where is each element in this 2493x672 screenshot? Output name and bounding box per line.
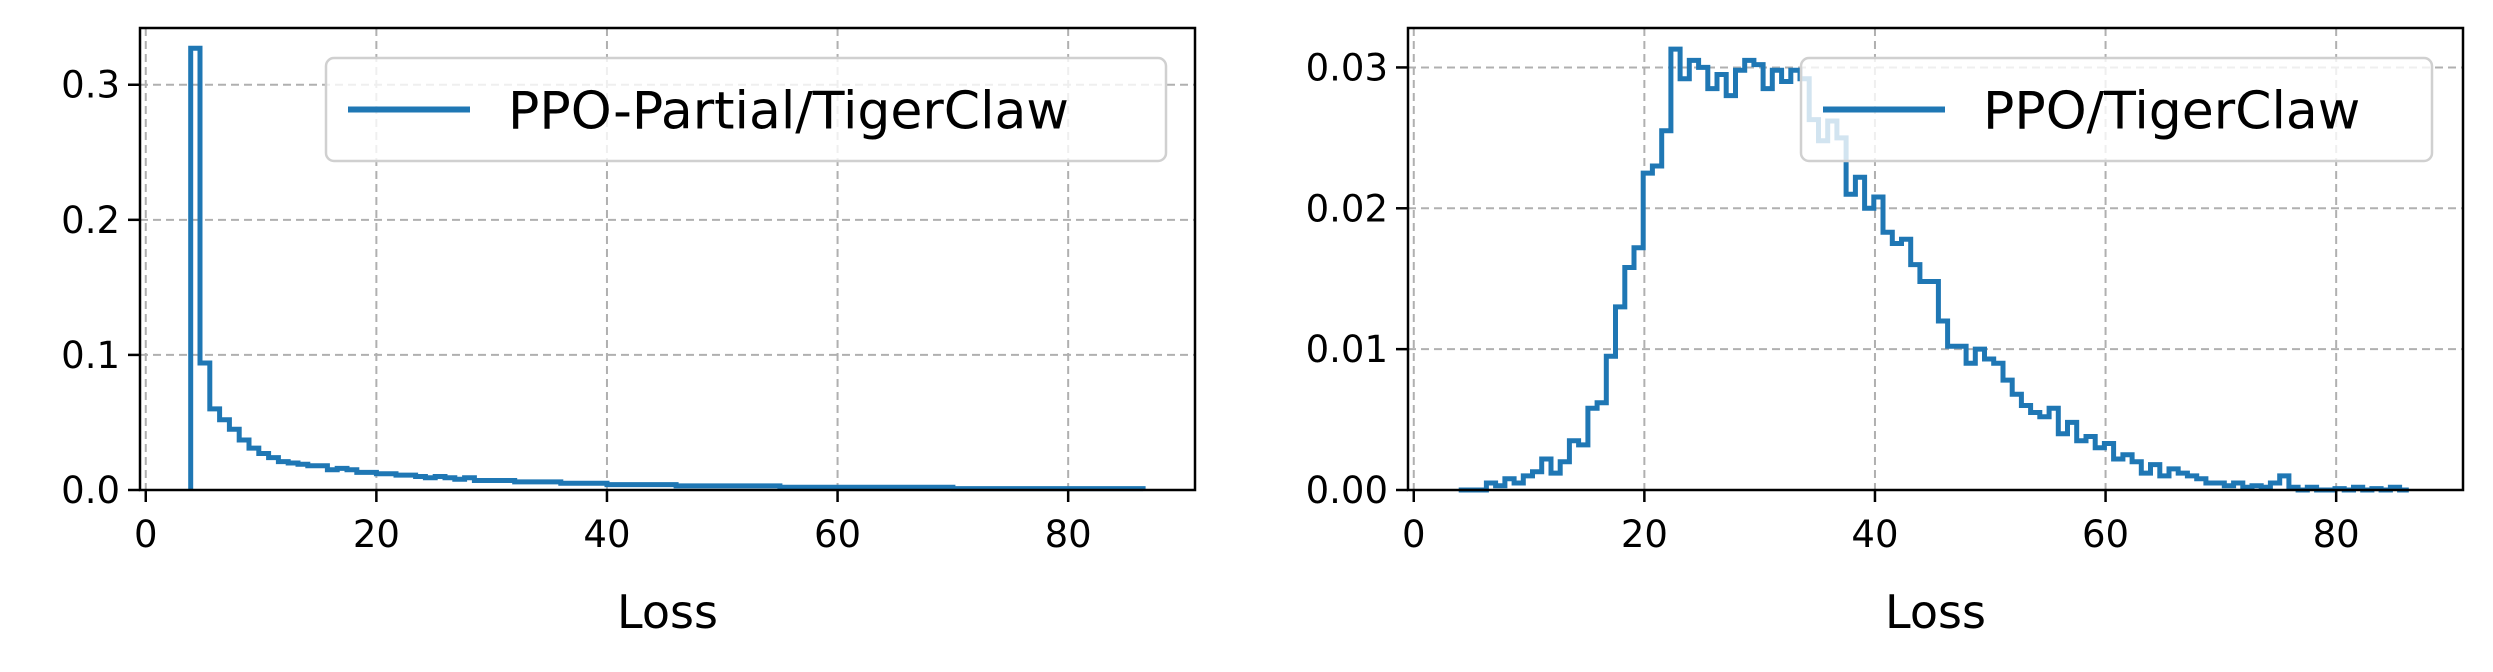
x-tick-label: 80 [1045,513,1092,556]
left-histogram-panel: 0 20 40 60 80 0.0 0.1 0.2 0.3 Loss PPO-Partial/Tig… [61,26,1197,639]
x-axis-label: Loss [617,585,718,639]
y-tick-label: 0.03 [1306,46,1388,89]
axes-frame [1406,26,2465,492]
y-tick-label: 0.02 [1306,187,1388,230]
x-tick-label: 80 [2313,513,2360,556]
y-tick-label: 0.0 [61,469,120,512]
x-tick-label: 60 [2082,513,2129,556]
legend-box [1799,56,2434,163]
histogram-step-line [188,45,1146,492]
right-histogram-panel: 0 20 40 60 80 0.00 0.01 0.02 0.03 Loss PPO/TigerCl… [1306,26,2465,639]
x-tick-label: 0 [1402,513,1426,556]
x-tick-label: 60 [814,513,861,556]
axes-frame [138,26,1197,492]
y-tick-label: 0.3 [61,64,120,107]
y-tick-label: 0.1 [61,334,120,377]
x-tick-label: 40 [1851,513,1898,556]
y-tick-label: 0.01 [1306,328,1388,371]
x-axis-label: Loss [1885,585,1986,639]
x-tick-label: 20 [353,513,400,556]
y-tick-label: 0.00 [1306,469,1388,512]
x-tick-label: 20 [1621,513,1668,556]
x-tick-label: 0 [134,513,158,556]
legend-label: PPO-Partial/TigerClaw [508,82,1069,142]
x-tick-label: 40 [583,513,630,556]
legend-label: PPO/TigerClaw [1983,82,2360,142]
histogram-step-line [1458,46,2409,493]
y-tick-label: 0.2 [61,199,120,242]
legend-box [324,56,1168,163]
